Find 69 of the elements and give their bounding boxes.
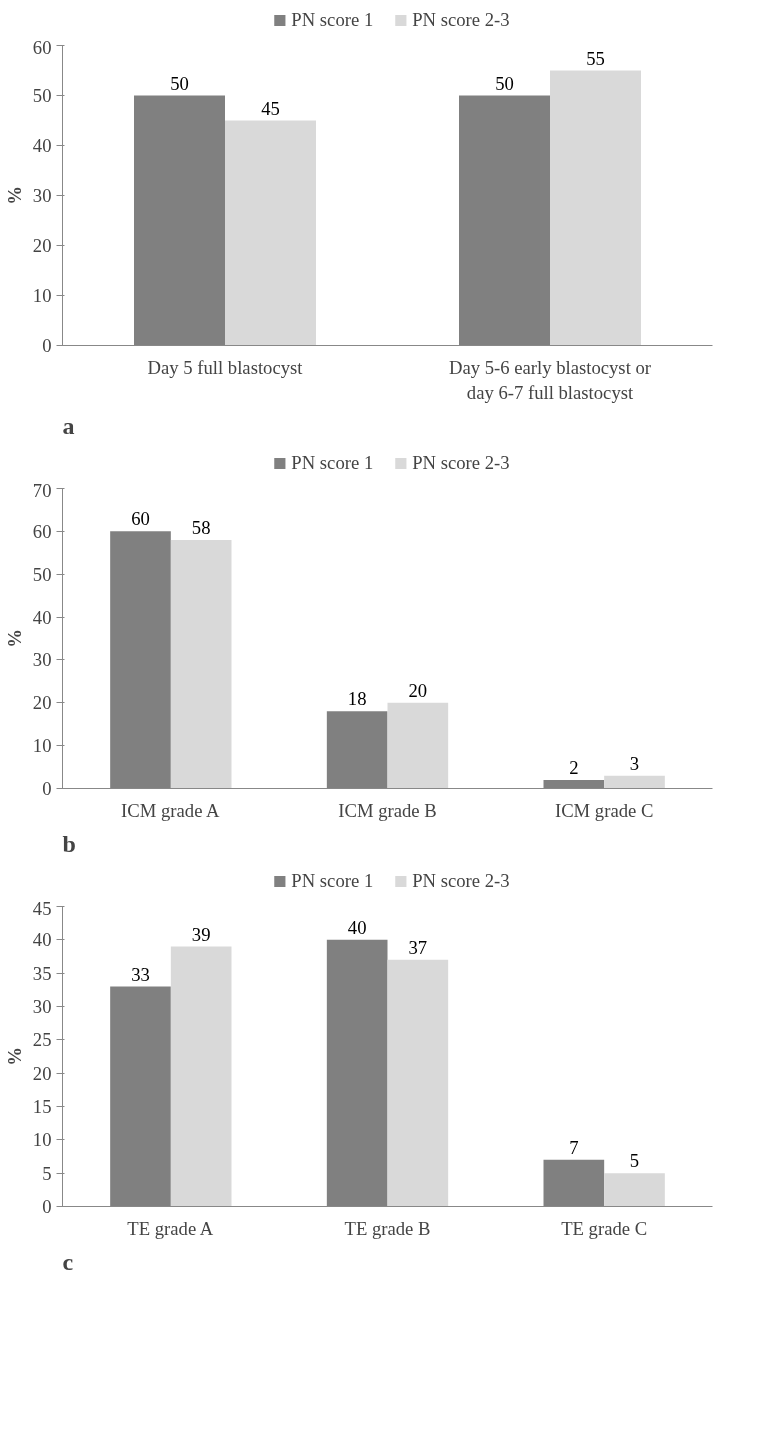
y-axis-title: % (3, 629, 25, 648)
data-label: 7 (569, 1136, 579, 1158)
y-tick-label: 30 (32, 185, 52, 206)
y-tick-label: 20 (32, 692, 52, 714)
y-tick-label: 10 (32, 735, 52, 757)
y-tick-label: 10 (32, 285, 52, 306)
bar (225, 120, 316, 346)
y-tick-label: 50 (32, 563, 52, 585)
x-tick-label: TE grade C (561, 1217, 648, 1239)
text: a (62, 412, 75, 439)
x-tick-label: ICM grade A (121, 799, 221, 821)
y-tick-label: 5 (42, 1162, 52, 1184)
y-tick-label: 45 (32, 897, 52, 919)
y-tick-label: 40 (32, 929, 52, 951)
legend-label: PN score 1 (291, 452, 374, 474)
y-tick-label: 30 (32, 996, 52, 1017)
data-label: 2 (569, 756, 579, 778)
data-label: 37 (408, 936, 428, 958)
y-tick-label: 0 (42, 778, 52, 799)
y-tick-label: 60 (32, 520, 52, 542)
data-label: 58 (191, 516, 211, 538)
data-label: 40 (347, 916, 367, 938)
legend-label: PN score 2-3 (412, 9, 510, 31)
legend-label: PN score 1 (291, 870, 374, 892)
data-label: 18 (347, 688, 367, 710)
y-axis-title: % (3, 1047, 25, 1066)
y-tick-label: 0 (42, 335, 52, 356)
data-label: 20 (408, 679, 428, 701)
x-tick-label: ICM grade B (338, 799, 437, 821)
bar (170, 539, 232, 789)
legend-label: PN score 2-3 (412, 870, 510, 892)
bar (604, 775, 665, 789)
x-tick-label: ICM grade C (554, 799, 654, 821)
x-tick-label: Day 5-6 early blastocyst or day 6-7 full blastocyst (448, 356, 652, 403)
y-tick-label: 25 (32, 1029, 52, 1051)
data-label: 33 (131, 963, 150, 985)
x-tick-label: TE grade B (344, 1217, 431, 1239)
bar (387, 702, 449, 789)
data-label: 55 (586, 47, 605, 69)
data-label: 60 (131, 508, 150, 530)
y-tick-label: 15 (32, 1096, 52, 1117)
y-axis-title: % (3, 186, 25, 205)
y-tick-label: 30 (32, 649, 52, 671)
legend-label: PN score 1 (291, 9, 374, 31)
y-tick-label: 50 (32, 85, 52, 106)
bar (387, 959, 449, 1207)
text: c (62, 1248, 74, 1275)
data-label: 50 (170, 72, 189, 94)
y-tick-label: 20 (32, 235, 52, 256)
data-label: 5 (629, 1150, 640, 1172)
bar (604, 1173, 665, 1207)
data-label: 45 (261, 97, 280, 119)
legend-label: PN score 2-3 (412, 452, 510, 474)
data-label: 50 (495, 72, 514, 94)
bar (550, 70, 641, 346)
y-tick-label: 20 (32, 1062, 52, 1084)
x-tick-label: Day 5 full blastocyst (147, 356, 304, 378)
y-tick-label: 70 (32, 479, 52, 501)
data-label: 3 (629, 752, 640, 774)
bar (170, 946, 232, 1207)
x-tick-label: TE grade A (127, 1217, 214, 1239)
y-tick-label: 60 (32, 36, 52, 58)
y-tick-label: 40 (32, 606, 52, 628)
text: b (62, 830, 76, 857)
y-tick-label: 10 (32, 1129, 52, 1151)
data-label: 39 (191, 923, 211, 945)
y-tick-label: 0 (42, 1196, 52, 1217)
y-tick-label: 35 (32, 962, 52, 984)
y-tick-label: 40 (32, 135, 52, 156)
